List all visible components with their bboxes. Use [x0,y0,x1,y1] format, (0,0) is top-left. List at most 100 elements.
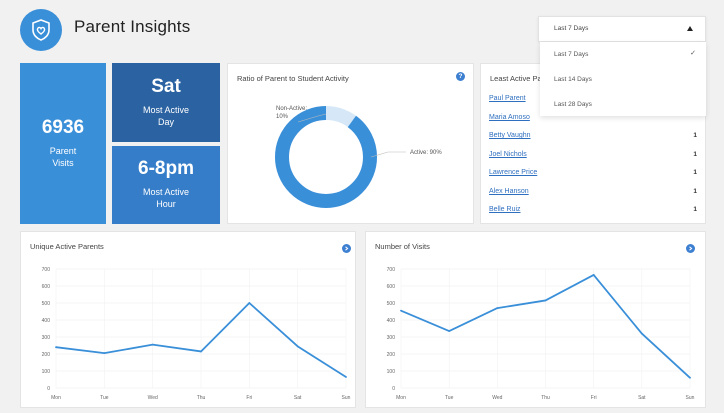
list-item: Lawrence Price 1 [489,169,697,181]
x-tick-label: Sun [686,395,695,401]
number-of-visits-chart: 0 100 200 300 400 500 600 700 Mon Tue Wed Thu Fri Sat… [387,267,695,401]
y-tick-label: 200 [387,352,396,358]
dropdown-selected-label: Last 7 Days [554,25,589,32]
stat-value: Sat [151,75,181,97]
x-tick-label: Mon [396,395,406,401]
data-point [296,345,299,348]
chart-title: Number of Visits [375,242,430,251]
page-title: Parent Insights [74,17,191,36]
question-icon[interactable]: ? [456,72,465,81]
x-tick-label: Fri [591,395,597,401]
chevron-right-icon[interactable] [342,244,351,253]
parent-link[interactable]: Betty Vaughn [489,132,531,139]
data-point [544,299,547,302]
stat-label: Parent Visits [49,145,77,168]
x-tick-label: Wed [492,395,502,401]
app-logo [20,9,62,51]
visit-count: 1 [693,132,697,139]
checkmark-icon: ✓ [690,50,696,57]
non-active-value: 10% [276,114,289,120]
visit-count: 1 [693,206,697,213]
list-item: Alex Hanson 1 [489,188,697,200]
y-tick-label: 500 [387,301,396,307]
x-tick-label: Thu [541,395,550,401]
y-tick-label: 300 [387,335,396,341]
data-point [448,330,451,332]
stat-label: Most Active Hour [142,187,189,210]
least-active-title: Least Active Pa [490,74,542,83]
stat-label: Most Active Day [142,104,189,127]
data-point [345,376,347,378]
non-active-leader-line [297,113,327,123]
y-tick-label: 700 [42,267,51,273]
date-range-dropdown[interactable]: Last 7 Days [538,16,706,42]
stat-value: 6-8pm [138,158,194,180]
ratio-card: Ratio of Parent to Student Activity ? No… [227,63,474,224]
x-tick-label: Tue [100,395,109,401]
chevron-right-icon[interactable] [686,244,695,253]
list-item: Belle Ruiz 1 [489,206,697,218]
list-item: Paul Parent [489,95,697,107]
y-tick-label: 200 [42,352,51,358]
data-point [151,343,154,346]
x-tick-label: Mon [51,395,61,401]
data-point [200,350,202,353]
dropdown-option[interactable]: Last 14 Days [554,76,592,83]
unique-active-parents-card: Unique Active Parents 0 100 200 300 400 500 60… [20,231,356,408]
parent-link[interactable]: Alex Hanson [489,187,529,195]
parent-link[interactable]: Maria Amoso [489,113,530,121]
stat-most-active-day: Sat Most Active Day [112,63,220,142]
stat-most-active-hour: 6-8pm Most Active Hour [112,146,220,224]
y-tick-label: 0 [392,386,395,392]
data-point [592,274,595,276]
data-point [496,307,499,309]
data-point [248,302,251,304]
y-tick-label: 100 [42,369,51,375]
shield-heart-icon [32,19,50,41]
non-active-label: Non-Active: [276,106,307,112]
y-tick-label: 700 [387,267,396,273]
x-tick-label: Sun [342,395,351,401]
parent-link[interactable]: Paul Parent [489,95,526,102]
data-point [640,332,643,335]
y-tick-label: 300 [42,335,51,341]
data-point [55,346,57,349]
ratio-donut-chart: Non-Active: 10% Active: 90% [275,106,442,208]
y-tick-label: 100 [387,369,396,375]
active-leader-line [370,151,406,158]
number-of-visits-card: Number of Visits 0 100 200 300 400 500 600 700 M… [365,231,706,408]
data-point [103,352,106,355]
list-item: Joel Nichols 1 [489,151,697,163]
unique-active-parents-chart: 0 100 200 300 400 500 600 700 Mon Tue Wed Thu Fri Sat… [42,267,351,401]
date-range-menu: Last 7 Days ✓ Last 14 Days Last 28 Days [540,42,706,116]
list-item: Maria Amoso [489,114,697,126]
donut-active-arc [275,106,377,208]
active-label: Active: 90% [410,150,442,156]
data-point [400,309,402,312]
parent-link[interactable]: Joel Nichols [489,150,527,158]
parent-link[interactable]: Belle Ruiz [489,206,521,213]
visit-count: 1 [693,187,697,195]
chart-title: Unique Active Parents [30,242,104,251]
dropdown-option[interactable]: Last 28 Days [554,101,592,108]
y-tick-label: 500 [42,301,51,307]
y-tick-label: 400 [42,318,51,324]
stat-parent-visits: 6936 Parent Visits [20,63,106,224]
y-tick-label: 600 [42,284,51,290]
y-tick-label: 400 [387,318,396,324]
x-tick-label: Tue [445,395,454,401]
list-item: Betty Vaughn 1 [489,132,697,144]
caret-up-icon [687,26,693,31]
data-point [689,376,691,379]
y-tick-label: 0 [47,386,50,392]
y-tick-label: 600 [387,284,396,290]
x-tick-label: Sat [638,395,646,401]
x-tick-label: Thu [197,395,206,401]
visit-count: 1 [693,150,697,158]
ratio-title: Ratio of Parent to Student Activity [237,74,349,83]
x-tick-label: Fri [246,395,252,401]
x-tick-label: Sat [294,395,302,401]
dropdown-option[interactable]: Last 7 Days [554,51,589,58]
stat-value: 6936 [41,116,85,138]
parent-link[interactable]: Lawrence Price [489,169,538,176]
